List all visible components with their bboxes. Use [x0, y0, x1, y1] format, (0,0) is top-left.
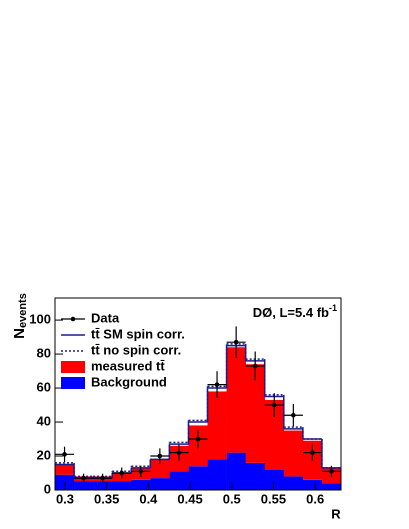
step-connector — [73, 343, 323, 477]
legend-swatch — [61, 361, 85, 373]
legend-marker — [70, 316, 76, 322]
legend-label: tt̄ no spin corr. — [91, 342, 181, 357]
annotation-sup: -1 — [329, 303, 337, 313]
y-axis-label: Nevents — [11, 293, 29, 339]
data-point — [62, 452, 67, 457]
data-point — [157, 453, 163, 459]
x-tick-label: 0.35 — [94, 491, 119, 506]
data-point — [252, 363, 258, 369]
x-axis-label: R — [331, 506, 341, 521]
y-tick-label: 0 — [44, 481, 51, 496]
x-tick-label: 0.3 — [56, 491, 74, 506]
y-tick-label: 60 — [37, 379, 51, 394]
stack-bar — [283, 430, 304, 477]
data-point — [81, 475, 86, 481]
x-tick-label: 0.4 — [139, 491, 158, 506]
x-tick-label: 0.6 — [306, 491, 324, 506]
stack-bar — [264, 399, 285, 470]
stack-bar — [169, 471, 189, 490]
data-point — [119, 470, 125, 476]
data-point — [271, 402, 277, 408]
stack-bar — [74, 481, 94, 490]
stack-bar — [188, 466, 208, 490]
legend-swatch — [61, 377, 85, 389]
plot-frame — [54, 297, 342, 491]
stack-bar — [207, 391, 227, 460]
legend-label: Background — [91, 374, 167, 389]
legend-label: measured tt̄ — [91, 358, 165, 373]
annotation-text: DØ, L=5.4 fb — [253, 305, 329, 320]
stack-bar — [131, 479, 151, 490]
data-point — [233, 339, 239, 345]
stack-bar — [264, 469, 285, 490]
data-point — [138, 469, 144, 474]
stack-bar — [245, 462, 266, 490]
stack-bar — [207, 459, 227, 490]
stack-bar — [226, 452, 246, 490]
data-point — [214, 382, 220, 387]
stack-bar — [93, 481, 113, 490]
stack-bar — [55, 464, 75, 475]
stack-bar — [283, 476, 304, 490]
y-tick-label: 100 — [29, 312, 51, 327]
x-tick-label: 0.5 — [223, 491, 241, 506]
legend-label: Data — [91, 310, 120, 325]
legend-label: tt̄ SM spin corr. — [91, 326, 185, 341]
stack-bar — [150, 459, 170, 479]
stack-bar — [150, 478, 170, 490]
data-point — [329, 469, 334, 474]
data-point — [310, 450, 315, 455]
data-point — [195, 436, 201, 442]
y-tick-label: 40 — [37, 413, 51, 428]
y-tick-label: 80 — [37, 346, 51, 361]
stack-bar — [302, 479, 323, 490]
annotation: DØ, L=5.4 fb-1 — [253, 303, 337, 320]
y-tick-label: 20 — [37, 447, 51, 462]
stack-bar — [245, 364, 266, 463]
y-label-main: N — [11, 328, 28, 339]
y-label-sub: events — [17, 293, 29, 328]
stack-bar — [112, 481, 132, 490]
stack-bar — [226, 347, 246, 453]
data-point — [291, 412, 296, 418]
data-point — [176, 450, 182, 455]
x-tick-label: 0.55 — [261, 491, 286, 506]
data-point — [100, 475, 105, 481]
stack-bar — [321, 483, 342, 490]
x-tick-label: 0.45 — [177, 491, 202, 506]
